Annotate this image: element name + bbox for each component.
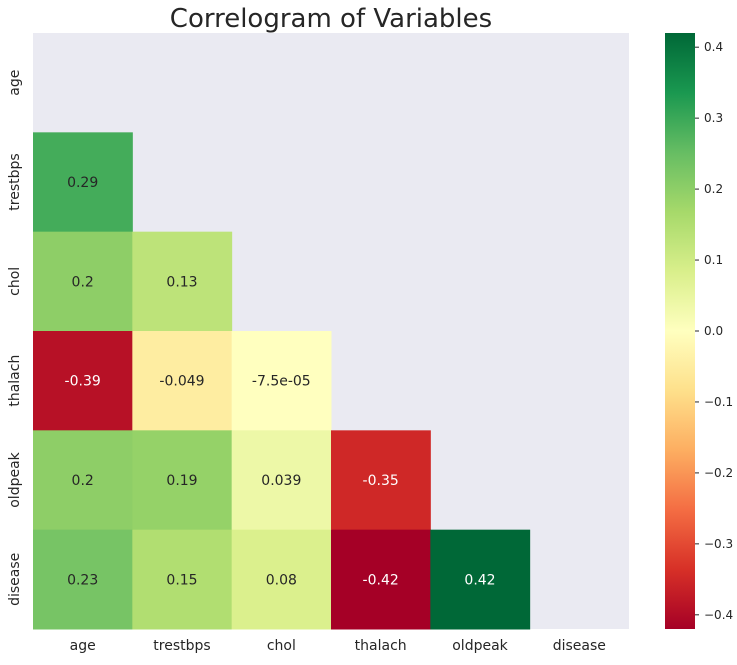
heatmap-cell-disease-thalach <box>331 529 431 630</box>
cell-annotations: 0.29 0.2 0.13 -0.39 -0.049 -7.5e-05 0.2 0.19 0.0… <box>65 175 496 588</box>
heatmap-cell-oldpeak-age <box>33 430 133 531</box>
heatmap-cell-oldpeak-thalach <box>331 430 431 531</box>
colorbar-tick-label: −0.4 <box>704 608 733 622</box>
heatmap-cell-oldpeak-trestbps <box>132 430 233 531</box>
heatmap-cell-thalach-trestbps <box>132 331 233 431</box>
colorbar-tick-label: −0.3 <box>704 537 733 551</box>
heatmap-cell-trestbps-age <box>33 132 133 233</box>
cell-annotation-thalach-chol: -7.5e-05 <box>252 374 311 390</box>
heatmap-cell-oldpeak-chol <box>231 430 332 531</box>
cell-annotation-disease-trestbps: 0.15 <box>166 572 197 588</box>
colorbar-tick-label: 0.3 <box>704 111 723 125</box>
cell-annotation-chol-age: 0.2 <box>72 274 94 290</box>
y-tick-label-age: age <box>7 70 23 96</box>
x-tick-label-chol: chol <box>267 638 296 654</box>
colorbar-ticks: 0.4 0.3 0.2 0.1 0.0 −0.1 −0.2 −0.3 −0.4 <box>695 40 733 622</box>
x-tick-label-age: age <box>70 638 96 654</box>
heatmap-cell-disease-age <box>33 529 133 630</box>
cell-annotation-disease-thalach: -0.42 <box>363 572 399 588</box>
x-tick-label-trestbps: trestbps <box>153 638 210 654</box>
colorbar-tick-label: −0.1 <box>704 395 733 409</box>
colorbar-tick-label: 0.0 <box>704 324 723 338</box>
colorbar <box>665 33 695 629</box>
heatmap-cell-thalach-chol <box>231 331 332 431</box>
cell-annotation-disease-oldpeak: 0.42 <box>464 572 495 588</box>
heatmap-cell-disease-trestbps <box>132 529 233 630</box>
y-tick-label-oldpeak: oldpeak <box>7 451 23 507</box>
y-tick-labels: age trestbps chol thalach oldpeak disease <box>7 70 23 606</box>
cell-annotation-trestbps-age: 0.29 <box>67 175 98 191</box>
cell-annotation-chol-trestbps: 0.13 <box>166 274 197 290</box>
heatmap-cell-chol-trestbps <box>132 231 233 332</box>
y-tick-label-trestbps: trestbps <box>7 153 23 210</box>
cell-annotation-oldpeak-age: 0.2 <box>72 473 94 489</box>
y-tick-label-thalach: thalach <box>7 355 23 407</box>
colorbar-tick-label: −0.2 <box>704 466 733 480</box>
x-tick-label-oldpeak: oldpeak <box>452 638 508 654</box>
cell-annotation-disease-age: 0.23 <box>67 572 98 588</box>
cell-annotation-disease-chol: 0.08 <box>266 572 297 588</box>
x-tick-label-thalach: thalach <box>355 638 407 654</box>
chart-title: Correlogram of Variables <box>170 4 492 34</box>
cell-annotation-oldpeak-trestbps: 0.19 <box>166 473 197 489</box>
cell-annotation-oldpeak-thalach: -0.35 <box>363 473 399 489</box>
colorbar-tick-label: 0.4 <box>704 40 723 54</box>
y-tick-label-chol: chol <box>7 267 23 296</box>
cell-annotation-thalach-age: -0.39 <box>65 374 101 390</box>
colorbar-tick-label: 0.1 <box>704 253 723 267</box>
heatmap-cell-chol-age <box>33 231 133 332</box>
x-tick-labels: age trestbps chol thalach oldpeak disease <box>70 638 606 654</box>
y-tick-label-disease: disease <box>7 553 23 606</box>
heatmap-cells <box>33 132 531 630</box>
heatmap-cell-thalach-age <box>33 331 133 431</box>
colorbar-tick-label: 0.2 <box>704 182 723 196</box>
heatmap-cell-disease-oldpeak <box>430 529 531 630</box>
x-tick-label-disease: disease <box>553 638 606 654</box>
heatmap-cell-disease-chol <box>231 529 332 630</box>
cell-annotation-thalach-trestbps: -0.049 <box>159 374 204 390</box>
cell-annotation-oldpeak-chol: 0.039 <box>261 473 301 489</box>
